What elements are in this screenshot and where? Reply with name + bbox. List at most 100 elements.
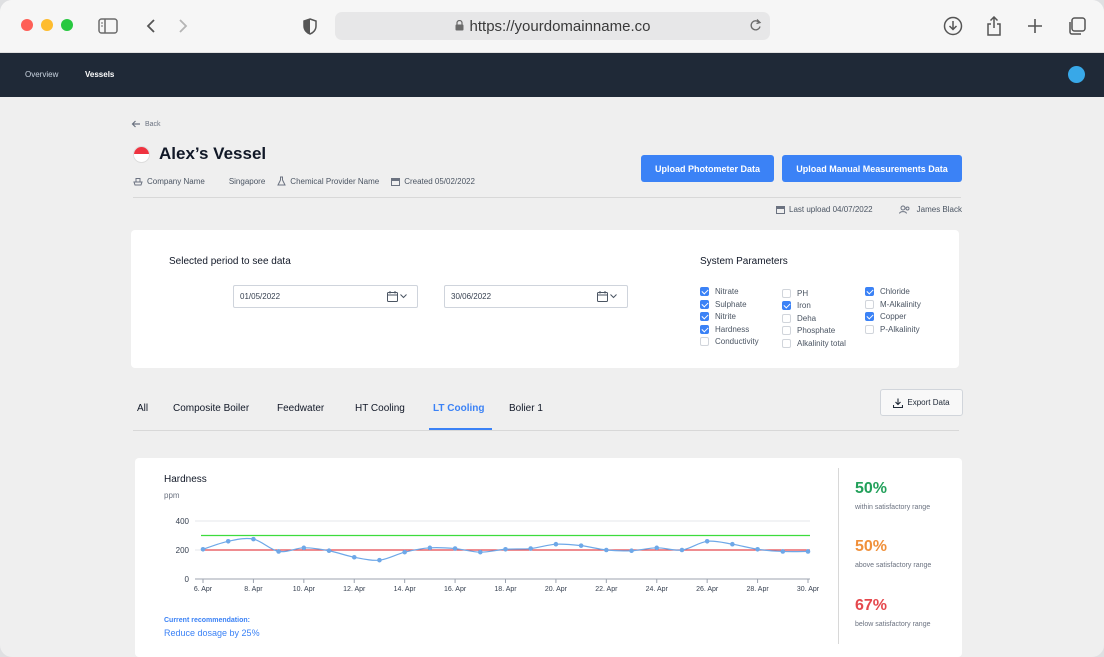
param-copper[interactable]: Copper — [865, 312, 906, 322]
checkbox[interactable] — [700, 299, 709, 309]
close-window-button[interactable] — [21, 19, 33, 31]
checkbox[interactable] — [865, 324, 874, 334]
upload-photometer-button[interactable]: Upload Photometer Data — [641, 155, 774, 182]
data-point — [805, 549, 811, 554]
param-hardness[interactable]: Hardness — [700, 324, 750, 334]
checkbox[interactable] — [782, 313, 791, 323]
checkbox[interactable] — [865, 299, 874, 309]
data-point — [654, 545, 660, 551]
back-link[interactable]: Back — [131, 120, 161, 128]
new-tab-icon[interactable] — [1023, 14, 1047, 38]
param-label: M-Alkalinity — [880, 299, 921, 309]
data-point — [755, 546, 760, 552]
data-point — [351, 554, 357, 560]
param-label: Alkalinity total — [797, 338, 846, 348]
tab-ht-cooling[interactable]: HT Cooling — [355, 403, 405, 414]
app-nav: Overview Vessels — [0, 53, 1104, 97]
x-tick-label: 26. Apr — [696, 586, 719, 593]
checkbox[interactable] — [700, 337, 709, 347]
checkbox[interactable] — [865, 312, 874, 322]
hardness-line-chart: 0 200 400 6. Apr 8. Apr 10. Apr 12. Apr 14. Apr… — [176, 517, 820, 593]
param-label: Nitrite — [715, 312, 736, 322]
nav-vessels[interactable]: Vessels — [85, 70, 115, 79]
checkbox[interactable] — [782, 288, 791, 298]
checkbox[interactable] — [865, 287, 874, 296]
chart-card: Hardness ppm 0 200 400 6. Apr 8. Apr 10. Apr 1… — [135, 458, 962, 657]
param-alkalinity-total[interactable]: Alkalinity total — [782, 338, 846, 348]
param-label: Hardness — [715, 324, 750, 334]
param-sulphate[interactable]: Sulphate — [700, 299, 747, 309]
checkbox[interactable] — [782, 338, 791, 348]
x-tick-label: 10. Apr — [293, 586, 316, 593]
checkbox[interactable] — [700, 287, 709, 296]
param-nitrite[interactable]: Nitrite — [700, 312, 736, 322]
forward-arrow-icon[interactable] — [171, 14, 195, 38]
page-header: Alex’s Vessel — [133, 144, 266, 164]
download-icon[interactable] — [941, 14, 965, 38]
x-tick-label: 20. Apr — [545, 586, 568, 593]
param-label: Phosphate — [797, 326, 836, 336]
data-point — [578, 543, 584, 548]
export-data-button[interactable]: Export Data — [880, 389, 963, 416]
reload-icon[interactable] — [749, 18, 762, 36]
shield-icon[interactable] — [298, 14, 322, 38]
data-point — [276, 549, 281, 554]
param-label: PH — [797, 288, 809, 298]
vessel-meta: Company Name Singapore Chemical Provider… — [133, 176, 487, 186]
tab-composite-boiler[interactable]: Composite Boiler — [173, 403, 250, 414]
stat-above-value: 50% — [855, 538, 888, 555]
sidebar-toggle-icon[interactable] — [96, 14, 120, 38]
start-date-input[interactable]: 01/05/2022 — [233, 285, 418, 308]
y-tick-label: 0 — [185, 575, 190, 584]
data-point — [452, 546, 458, 551]
user-icon — [898, 205, 910, 214]
tab-lt-cooling[interactable]: LT Cooling — [433, 403, 485, 414]
chart-title: Hardness — [164, 474, 207, 485]
x-tick-label: 8. Apr — [244, 586, 263, 593]
chevron-down-icon — [610, 294, 617, 299]
tab-feedwater[interactable]: Feedwater — [277, 403, 325, 414]
param-chloride[interactable]: Chloride — [865, 287, 910, 296]
tab-all[interactable]: All — [137, 403, 149, 414]
param-p-alkalinity[interactable]: P-Alkalinity — [865, 324, 920, 334]
company-name: Company Name — [147, 176, 205, 186]
last-upload: Last upload 04/07/2022 — [789, 205, 873, 214]
address-bar[interactable]: https://yourdomainname.co — [335, 12, 770, 40]
param-deha[interactable]: Deha — [782, 313, 816, 323]
upload-manual-button[interactable]: Upload Manual Measurements Data — [782, 155, 962, 182]
checkbox[interactable] — [700, 324, 709, 334]
tab-overview-icon[interactable] — [1064, 14, 1088, 38]
tab-bolier-1[interactable]: Bolier 1 — [509, 403, 543, 414]
param-label: Conductivity — [715, 337, 759, 347]
param-conductivity[interactable]: Conductivity — [700, 337, 759, 347]
user-name: James Black — [916, 205, 962, 214]
param-label: Nitrate — [715, 287, 739, 296]
data-point — [225, 539, 231, 544]
minimize-window-button[interactable] — [41, 19, 53, 31]
x-tick-label: 16. Apr — [444, 586, 467, 593]
back-arrow-icon[interactable] — [139, 14, 163, 38]
checkbox[interactable] — [700, 312, 709, 322]
end-date-input[interactable]: 30/06/2022 — [444, 285, 628, 308]
calendar-icon — [391, 177, 401, 186]
data-point — [604, 547, 609, 553]
nav-overview[interactable]: Overview — [25, 70, 59, 79]
ship-icon — [133, 177, 143, 185]
upload-info: Last upload 04/07/2022 James Black — [776, 205, 962, 214]
param-m-alkalinity[interactable]: M-Alkalinity — [865, 299, 921, 309]
data-point — [301, 545, 307, 551]
param-iron[interactable]: Iron — [782, 301, 811, 311]
checkbox[interactable] — [782, 301, 791, 311]
share-icon[interactable] — [982, 14, 1006, 38]
param-nitrate[interactable]: Nitrate — [700, 287, 739, 296]
start-date-value: 01/05/2022 — [240, 292, 281, 301]
param-ph[interactable]: PH — [782, 288, 809, 298]
stat-above-label: above satisfactory range — [855, 562, 932, 569]
param-phosphate[interactable]: Phosphate — [782, 326, 836, 336]
user-avatar[interactable] — [1068, 66, 1085, 83]
data-point — [503, 546, 508, 552]
checkbox[interactable] — [782, 326, 791, 336]
data-point — [730, 541, 735, 547]
maximize-window-button[interactable] — [61, 19, 73, 31]
